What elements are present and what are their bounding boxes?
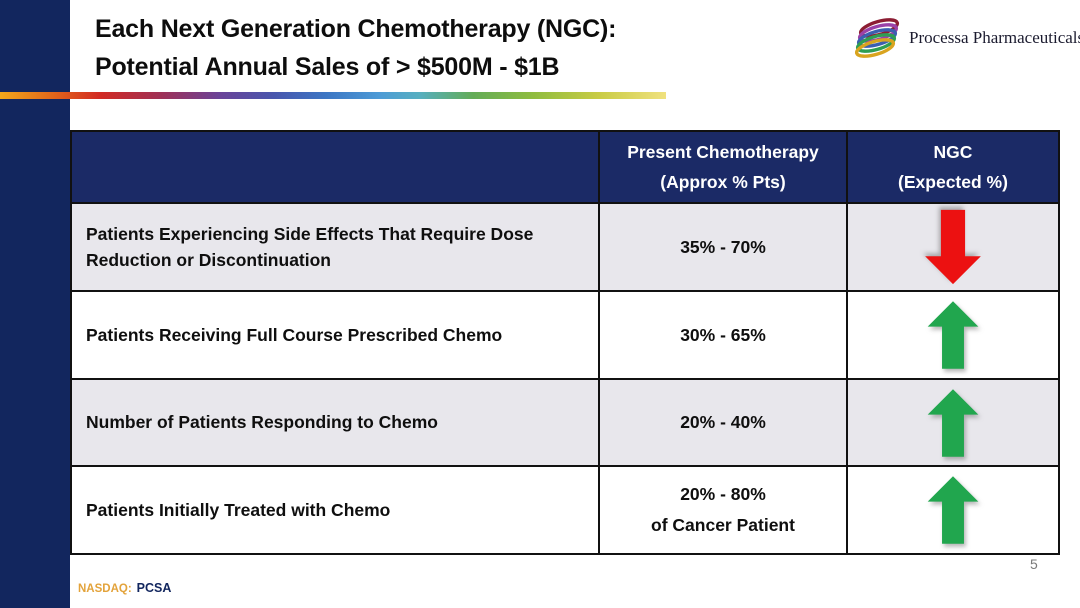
table-header-ngc: NGC (Expected %) [848, 132, 1058, 204]
header-present-line2: (Approx % Pts) [660, 171, 786, 192]
present-value: 30% - 65% [680, 324, 766, 345]
metric-label: Patients Experiencing Side Effects That … [86, 223, 534, 270]
present-value: 20% - 40% [680, 412, 766, 433]
ngc-trend-cell [848, 467, 1058, 553]
table-header-metric [72, 132, 600, 204]
header-present-line1: Present Chemotherapy [627, 141, 819, 162]
present-value-cell: 20% - 40% [600, 380, 848, 467]
table-row-metric: Patients Receiving Full Course Prescribe… [72, 292, 600, 380]
company-logo: Processa Pharmaceuticals [855, 16, 1080, 60]
ngc-trend-cell [848, 380, 1058, 467]
present-value-cell: 30% - 65% [600, 292, 848, 380]
title-line-2: Potential Annual Sales of > $500M - $1B [95, 53, 560, 81]
metric-label: Patients Initially Treated with Chemo [86, 499, 391, 520]
table-row-metric: Patients Experiencing Side Effects That … [72, 204, 600, 292]
ngc-trend-cell [848, 292, 1058, 380]
metric-label: Patients Receiving Full Course Prescribe… [86, 324, 503, 345]
header-ngc-line1: NGC [933, 141, 973, 162]
present-value-cell: 20% - 80% of Cancer Patient [600, 467, 848, 553]
page-number: 5 [1030, 556, 1038, 572]
exchange-label: NASDAQ: [78, 583, 132, 595]
present-value-cell: 35% - 70% [600, 204, 848, 292]
logo-swirl-icon [855, 16, 901, 60]
present-value-line2: of Cancer Patient [651, 515, 795, 535]
ticker-symbol: PCSA [136, 581, 172, 595]
metric-label: Number of Patients Responding to Chemo [86, 412, 438, 433]
slide-title: Each Next Generation Chemotherapy (NGC):… [95, 10, 775, 86]
title-line-1: Each Next Generation Chemotherapy (NGC): [95, 15, 617, 43]
rainbow-divider [0, 92, 666, 99]
left-accent-bar [0, 0, 70, 608]
comparison-table: Present Chemotherapy (Approx % Pts) NGC … [70, 130, 1060, 555]
table-row-metric: Patients Initially Treated with Chemo [72, 467, 600, 553]
down-arrow-icon [923, 208, 983, 286]
up-arrow-icon [926, 472, 980, 548]
table-row-metric: Number of Patients Responding to Chemo [72, 380, 600, 467]
ngc-trend-cell [848, 204, 1058, 292]
logo-text: Processa Pharmaceuticals [909, 28, 1080, 47]
footer-ticker: NASDAQ: PCSA [78, 579, 171, 597]
present-value: 35% - 70% [680, 236, 766, 257]
up-arrow-icon [926, 297, 980, 373]
up-arrow-icon [926, 385, 980, 461]
table-header-present-chemotherapy: Present Chemotherapy (Approx % Pts) [600, 132, 848, 204]
header-ngc-line2: (Expected %) [898, 171, 1008, 192]
present-value: 20% - 80% [680, 484, 766, 505]
